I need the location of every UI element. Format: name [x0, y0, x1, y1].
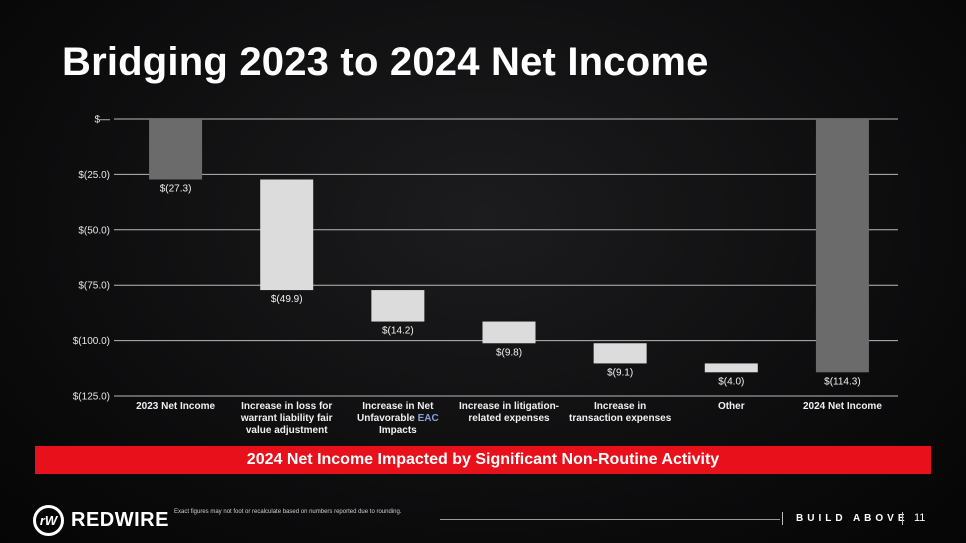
page-number: 11 — [914, 512, 926, 524]
footer-divider — [440, 519, 780, 520]
data-label: $(9.1) — [607, 367, 633, 378]
logo-text: REDWIRE — [71, 509, 169, 531]
footer-tick-right — [902, 512, 903, 525]
data-label: $(49.9) — [271, 294, 303, 305]
x-tick-label: 2024 Net Income — [802, 401, 882, 412]
redwire-rw-logo-icon: rW — [33, 505, 64, 536]
data-label: $(4.0) — [718, 376, 744, 387]
x-tick-label: Increase in loss for warrant liability fa… — [240, 401, 333, 436]
footer-tick-left — [782, 512, 783, 525]
change-bar — [593, 343, 647, 364]
x-tick-label: Increase in transaction expenses — [569, 401, 672, 424]
x-tick-label: 2023 Net Income — [136, 401, 216, 412]
data-label: $(114.3) — [824, 376, 861, 387]
data-label: $(9.8) — [496, 347, 522, 358]
tagline: BUILD ABOVE — [796, 513, 909, 524]
y-tick-label: $(50.0) — [78, 225, 110, 236]
y-tick-label: $(75.0) — [78, 281, 110, 292]
total-bar — [815, 119, 869, 373]
y-tick-label: $(100.0) — [73, 336, 110, 347]
x-tick-label: Increase in litigation-related expenses — [458, 401, 560, 424]
change-bar — [371, 290, 425, 322]
data-label: $(14.2) — [382, 326, 414, 337]
waterfall-chart: $— $(25.0) $(50.0) $(75.0) $(100.0) $(125.0) $… — [73, 115, 898, 403]
y-tick-label: $(25.0) — [78, 170, 110, 181]
change-bar — [704, 363, 758, 373]
x-tick-label: Other — [717, 401, 745, 412]
y-tick-label: $(125.0) — [73, 392, 110, 403]
summary-banner: 2024 Net Income Impacted by Significant … — [35, 446, 931, 474]
footnote: Exact figures may not foot or recalculat… — [174, 509, 402, 515]
total-bar — [149, 119, 203, 180]
x-tick-label: Increase in Net Unfavorable EAC Impacts — [356, 401, 439, 436]
company-logo: rW REDWIRE — [33, 505, 169, 536]
change-bar — [260, 179, 314, 291]
slide-title: Bridging 2023 to 2024 Net Income — [62, 40, 709, 84]
y-tick-label: $— — [94, 115, 110, 126]
data-label: $(27.3) — [160, 183, 192, 194]
change-bar — [482, 321, 536, 344]
